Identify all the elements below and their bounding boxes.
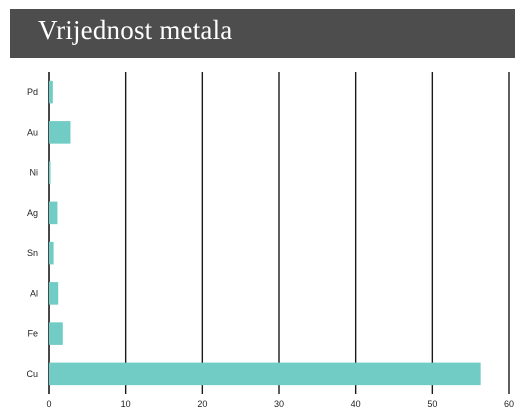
bar-sn [49, 241, 54, 265]
category-label: Sn [27, 248, 38, 258]
chart-title: Vrijednost metala [38, 15, 233, 45]
bar-au [49, 121, 71, 144]
bar-pd [49, 80, 53, 104]
bar-ni [49, 161, 51, 184]
x-tick-label: 20 [197, 399, 207, 408]
bar-al [49, 282, 59, 305]
x-tick-label: 30 [274, 399, 284, 408]
bar-ag [49, 201, 58, 225]
category-label: Pd [27, 87, 38, 97]
category-label: Ag [27, 208, 38, 218]
category-label: Cu [26, 369, 38, 379]
category-label: Au [27, 127, 38, 137]
category-label: Al [30, 288, 38, 298]
x-tick-label: 40 [351, 399, 361, 408]
category-label: Fe [27, 329, 38, 339]
bar-cu [49, 362, 481, 386]
x-tick-label: 50 [427, 399, 437, 408]
bar-fe [49, 322, 63, 345]
x-tick-label: 10 [121, 399, 131, 408]
x-tick-label: 60 [504, 399, 514, 408]
chart-title-bar: Vrijednost metala [10, 9, 515, 58]
x-tick-label: 0 [46, 399, 51, 408]
category-label: Ni [30, 168, 39, 178]
